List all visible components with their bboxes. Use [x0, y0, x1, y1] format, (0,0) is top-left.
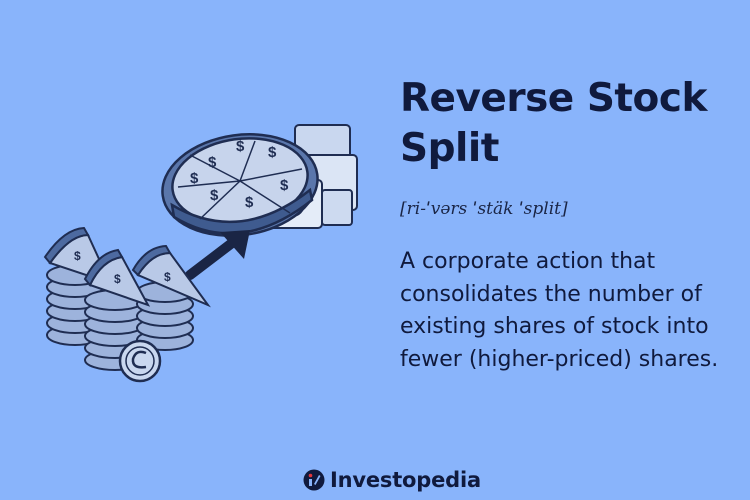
pronunciation: [ri-ˈvərs ˈstäk ˈsplit]	[400, 199, 568, 219]
reverse-split-illustration: $ $ $ $ $ $ $ $	[40, 95, 370, 395]
svg-text:$: $	[236, 138, 245, 155]
svg-text:$: $	[280, 177, 289, 194]
svg-text:$: $	[268, 144, 277, 161]
svg-text:$: $	[74, 249, 81, 263]
pizza-slice-icon: $ $ $	[43, 226, 211, 308]
svg-text:$: $	[208, 154, 217, 171]
arrow-icon	[185, 230, 250, 280]
svg-text:$: $	[210, 187, 219, 204]
brand-logo: Investopedia	[303, 466, 481, 494]
svg-text:$: $	[114, 272, 121, 286]
svg-text:$: $	[245, 194, 254, 211]
brand-name: Investopedia	[330, 468, 481, 492]
svg-text:$: $	[190, 170, 199, 187]
svg-text:$: $	[164, 270, 171, 284]
investopedia-logo-icon	[303, 469, 325, 491]
page-title: Reverse Stock Split	[400, 76, 707, 171]
coin-icon	[118, 339, 162, 383]
whole-pizza-icon: $$ $ $$$ $	[161, 133, 319, 237]
illustration-svg: $ $ $ $ $$ $ $	[43, 124, 358, 383]
definition-text: A corporate action that consolidates the…	[400, 249, 719, 372]
